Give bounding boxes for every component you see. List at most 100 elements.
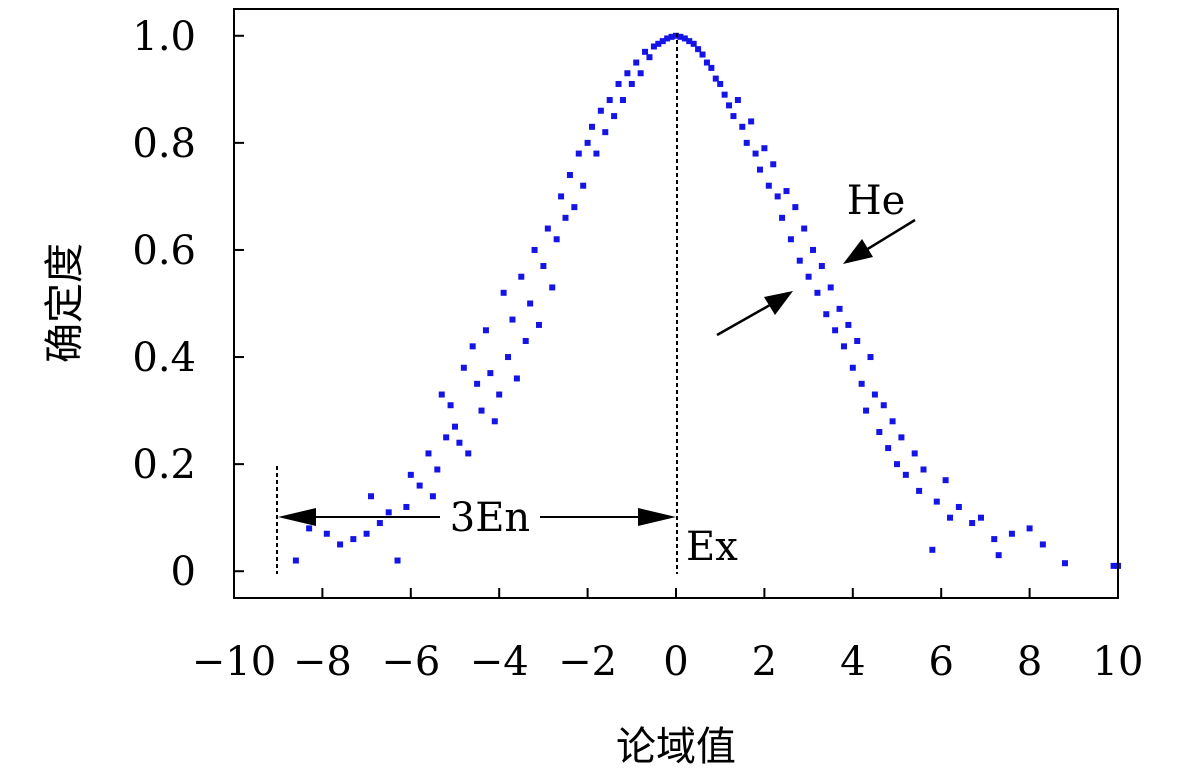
x-tick-label: 8 — [1017, 639, 1042, 685]
scatter-point — [1039, 541, 1046, 548]
scatter-point — [478, 407, 485, 414]
scatter-point — [911, 450, 918, 457]
scatter-point — [407, 471, 414, 478]
scatter-point — [783, 188, 790, 195]
scatter-point — [898, 434, 905, 441]
scatter-point — [1110, 562, 1117, 569]
scatter-point — [770, 161, 777, 168]
scatter-point — [496, 391, 503, 398]
scatter-point — [646, 54, 653, 61]
scatter-point — [849, 364, 856, 371]
scatter-point — [571, 204, 578, 211]
scatter-point — [575, 150, 582, 157]
he-arrow-lower-shaft — [716, 303, 771, 337]
scatter-point — [920, 466, 927, 473]
scatter-point — [306, 525, 313, 532]
scatter-point — [513, 375, 520, 382]
scatter-point — [593, 150, 600, 157]
scatter-point — [995, 552, 1002, 559]
scatter-point — [703, 59, 710, 66]
ex-label: Ex — [686, 524, 738, 570]
scatter-point — [368, 493, 375, 500]
he-arrow-upper-head — [843, 239, 873, 264]
scatter-point — [668, 33, 675, 40]
scatter-point — [540, 263, 547, 270]
scatter-point — [712, 75, 719, 82]
scatter-point — [845, 321, 852, 328]
y-tick-label: 0.4 — [132, 335, 196, 381]
scatter-point — [637, 70, 644, 77]
en-arrow-left-head — [278, 508, 316, 526]
scatter-point — [580, 182, 587, 189]
scatter-point — [553, 236, 560, 243]
scatter-point — [429, 493, 436, 500]
scatter-point — [531, 246, 538, 253]
x-axis-ticks: −10 −8 −6 −4 −2 0 2 4 6 8 10 — [192, 588, 1143, 685]
scatter-point — [686, 38, 693, 45]
scatter-point — [606, 97, 613, 104]
scatter-point — [916, 487, 923, 494]
scatter-point — [796, 257, 803, 264]
scatter-point — [677, 33, 684, 40]
scatter-point — [505, 354, 512, 361]
scatter-point — [619, 97, 626, 104]
scatter-point — [509, 316, 516, 323]
scatter-point — [942, 477, 949, 484]
scatter-point — [385, 509, 392, 516]
scatter-point — [699, 51, 706, 58]
x-tick-label: −8 — [293, 639, 352, 685]
scatter-point — [337, 541, 344, 548]
scatter-point — [734, 97, 741, 104]
scatter-point — [871, 391, 878, 398]
scatter-point — [628, 80, 635, 87]
scatter-point — [748, 118, 755, 125]
scatter-point — [991, 536, 998, 543]
scatter-point — [589, 123, 596, 130]
scatter-point — [597, 107, 604, 114]
x-tick-label: −6 — [381, 639, 440, 685]
scatter-point — [394, 557, 401, 564]
scatter-point — [518, 273, 525, 280]
scatter-point — [708, 64, 715, 71]
scatter-point — [376, 520, 383, 527]
scatter-point — [801, 225, 808, 232]
scatter-point — [522, 337, 529, 344]
scatter-point — [482, 327, 489, 334]
scatter-point — [827, 284, 834, 291]
x-tick-label: 0 — [663, 639, 688, 685]
y-tick-label: 0.8 — [132, 121, 196, 167]
x-tick-label: 2 — [752, 639, 777, 685]
scatter-point — [805, 273, 812, 280]
x-axis-label: 论域值 — [616, 724, 736, 770]
scatter-point — [787, 236, 794, 243]
scatter-point — [425, 450, 432, 457]
x-tick-label: −4 — [470, 639, 529, 685]
scatter-point — [452, 423, 458, 430]
scatter-point — [863, 407, 870, 414]
scatter-point — [858, 380, 865, 387]
scatter-point — [584, 139, 591, 146]
scatter-point — [487, 370, 494, 377]
scatter-point — [792, 204, 799, 211]
scatter-point — [456, 439, 463, 446]
scatter-point — [695, 46, 702, 53]
scatter-point — [624, 70, 631, 77]
scatter-point — [854, 337, 861, 344]
scatter-point — [902, 471, 909, 478]
scatter-point — [447, 402, 454, 409]
en-arrow-right-head — [638, 508, 676, 526]
scatter-point — [633, 59, 640, 66]
scatter-point — [549, 284, 556, 291]
scatter-point — [323, 530, 330, 537]
scatter-point — [527, 300, 534, 307]
scatter-point — [562, 214, 569, 221]
he-arrow-upper-shaft — [865, 218, 916, 252]
scatter-point — [721, 91, 728, 98]
scatter-point — [292, 557, 299, 564]
scatter-point — [726, 102, 733, 109]
scatter-point — [602, 129, 609, 136]
scatter-point — [929, 546, 936, 553]
x-tick-label: 4 — [840, 639, 865, 685]
scatter-point — [681, 35, 688, 42]
scatter-point — [474, 380, 481, 387]
